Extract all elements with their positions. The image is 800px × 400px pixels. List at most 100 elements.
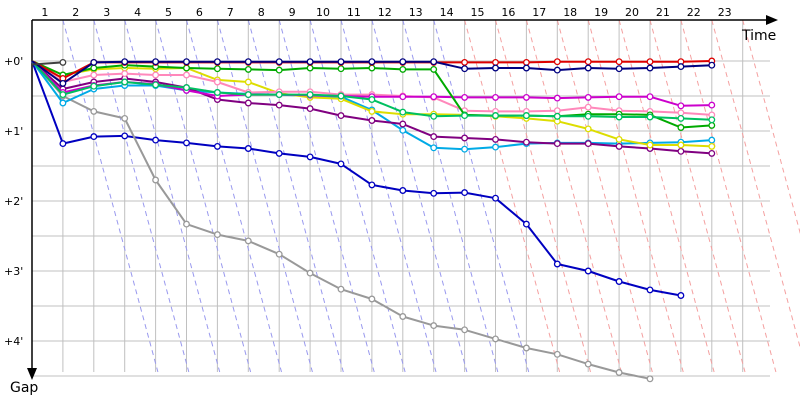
- data-point: [646, 286, 654, 294]
- data-point: [492, 335, 499, 343]
- data-point: [244, 91, 252, 99]
- lap-diagonal: [93, 19, 190, 373]
- data-point: [59, 91, 67, 99]
- data-point: [615, 135, 623, 143]
- x-tick-label: 19: [594, 6, 608, 19]
- y-tick-label: +2': [4, 195, 23, 208]
- data-point: [59, 140, 67, 148]
- data-point: [522, 220, 530, 228]
- lap-diagonal: [216, 19, 313, 373]
- data-point: [244, 145, 252, 152]
- data-point: [677, 114, 685, 122]
- data-point: [584, 58, 592, 66]
- data-point: [646, 93, 654, 101]
- lap-diagonal: [155, 19, 252, 373]
- lap-diagonal: [711, 19, 800, 349]
- data-point: [615, 369, 623, 376]
- data-point: [275, 101, 283, 109]
- data-point: [90, 82, 98, 90]
- x-tick-label: 9: [289, 6, 296, 19]
- lap-diagonal: [278, 19, 375, 373]
- grid: [32, 20, 770, 377]
- data-point: [430, 189, 438, 197]
- lap-diagonal: [247, 19, 344, 373]
- data-point: [677, 124, 685, 131]
- axes: Time Gap: [10, 15, 778, 396]
- data-point: [183, 84, 190, 92]
- data-point: [677, 63, 685, 71]
- y-tick-labels: +0' +1' +2' +3' +4': [4, 55, 23, 348]
- x-tick-label: 6: [196, 6, 203, 19]
- data-point: [399, 313, 407, 320]
- lap-diagonal: [402, 19, 499, 373]
- data-point: [90, 71, 98, 79]
- data-point: [90, 64, 98, 72]
- data-point: [399, 108, 407, 116]
- data-point: [399, 93, 407, 101]
- data-point: [461, 134, 469, 142]
- data-point: [368, 64, 376, 72]
- y-axis-arrow-icon: [27, 368, 37, 380]
- data-point: [337, 65, 345, 73]
- data-point: [615, 278, 623, 285]
- data-point: [306, 91, 314, 99]
- data-point: [553, 58, 561, 66]
- x-tick-label: 23: [718, 6, 732, 19]
- data-point: [584, 140, 592, 148]
- x-tick-label: 14: [440, 6, 454, 19]
- data-point: [90, 133, 98, 141]
- data-point: [275, 58, 283, 66]
- data-point: [337, 160, 345, 168]
- data-point: [708, 101, 716, 109]
- lap-diagonal: [556, 19, 653, 373]
- data-point: [244, 78, 252, 86]
- data-point: [522, 93, 530, 101]
- data-point: [275, 66, 283, 74]
- data-point: [708, 121, 716, 129]
- x-tick-label: 7: [227, 6, 234, 19]
- data-point: [461, 58, 469, 66]
- data-point: [584, 112, 592, 120]
- data-point: [337, 285, 345, 293]
- data-point: [183, 71, 190, 79]
- data-point: [275, 91, 283, 99]
- data-point: [584, 93, 592, 101]
- data-point: [492, 135, 499, 143]
- lap-diagonal: [371, 19, 468, 373]
- data-point: [183, 58, 190, 66]
- x-tick-label: 2: [72, 6, 79, 19]
- lap-diagonal: [495, 19, 591, 373]
- data-point: [337, 58, 345, 66]
- data-point: [646, 64, 654, 72]
- lap-diagonals: [62, 19, 800, 373]
- series-lines: [31, 57, 716, 383]
- y-tick-label: +3': [4, 265, 23, 278]
- x-tick-label: 8: [258, 6, 265, 19]
- x-tick-labels: 1 2 3 4 5 6 7 8 9 10 11 12 13 14 15 16 17 18 19 20 21 22 23: [41, 6, 731, 19]
- data-point: [461, 326, 469, 334]
- data-point: [183, 64, 190, 72]
- data-point: [646, 141, 654, 149]
- data-point: [368, 117, 376, 124]
- data-point: [492, 93, 499, 101]
- data-point: [430, 133, 438, 141]
- data-point: [646, 375, 654, 383]
- data-point: [615, 58, 623, 66]
- lap-diagonal: [742, 19, 800, 235]
- data-point: [244, 99, 252, 107]
- data-point: [244, 237, 252, 245]
- y-tick-label: +0': [4, 55, 23, 68]
- data-point: [399, 120, 407, 128]
- x-tick-label: 1: [41, 6, 48, 19]
- series-line: [31, 60, 654, 383]
- data-point: [152, 81, 160, 89]
- data-point: [368, 295, 376, 303]
- data-point: [59, 58, 67, 66]
- data-point: [584, 267, 592, 275]
- x-tick-label: 11: [347, 6, 361, 19]
- data-point: [584, 125, 592, 133]
- data-point: [152, 176, 160, 184]
- lap-diagonal: [124, 19, 221, 373]
- data-point: [213, 78, 221, 86]
- data-point: [461, 189, 469, 197]
